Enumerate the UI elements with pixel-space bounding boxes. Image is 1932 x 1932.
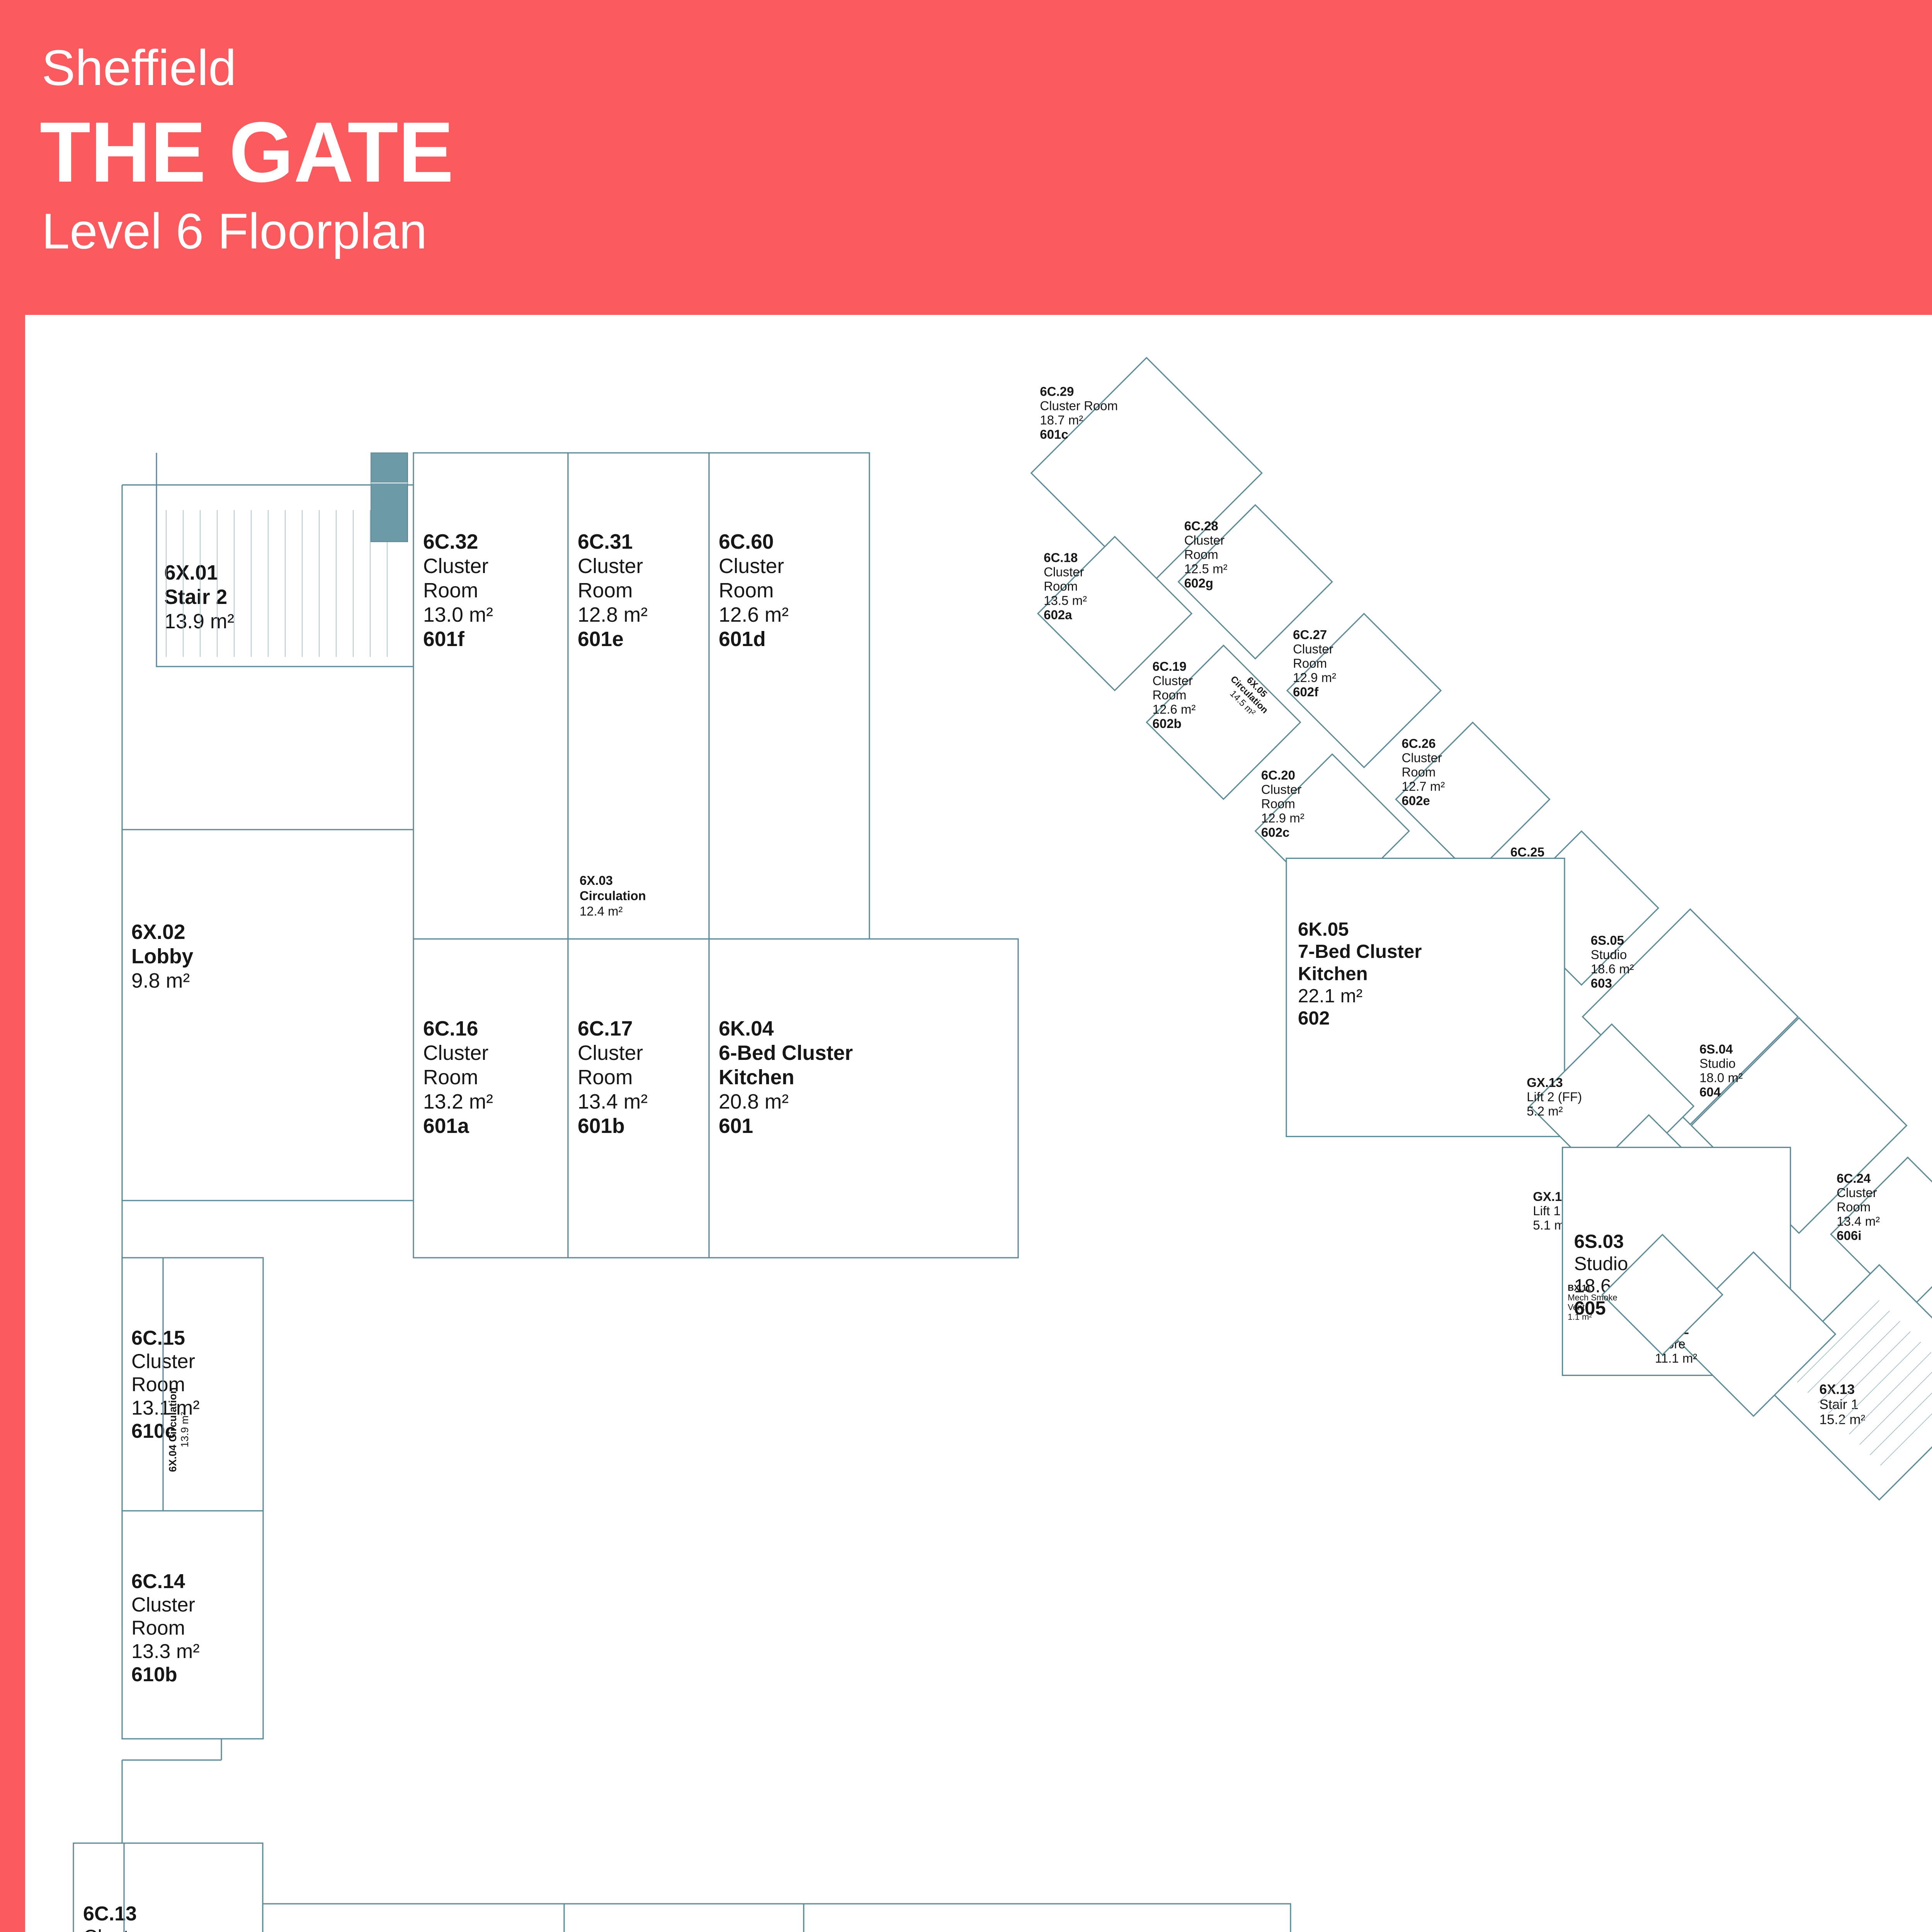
svg-text:6X.02Lobby9.8 m²: 6X.02 Lobby 9.8 m²: [131, 921, 193, 992]
